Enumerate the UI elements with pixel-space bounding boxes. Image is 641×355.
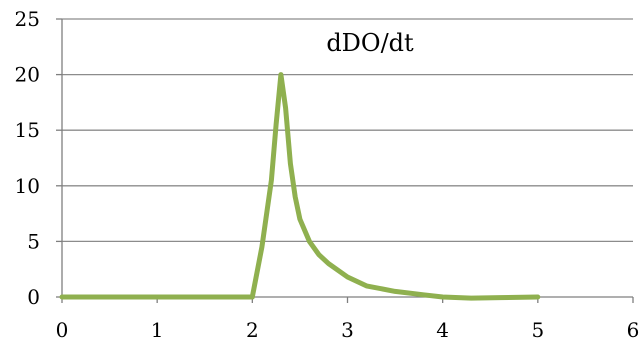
data-point-0-23 (497, 295, 502, 300)
data-point-0-21 (440, 295, 445, 300)
data-point-0-18 (364, 283, 369, 288)
axes (56, 18, 634, 303)
data-point-0-22 (469, 296, 474, 301)
series-layer (59, 72, 541, 301)
y-tick-label-10: 10 (15, 174, 40, 198)
data-point-0-6 (259, 245, 264, 250)
x-tick-label-5: 5 (531, 318, 544, 342)
data-point-0-13 (297, 217, 302, 222)
y-tick-label-15: 15 (15, 118, 40, 142)
data-point-0-9 (278, 72, 283, 77)
data-point-0-2 (155, 295, 160, 300)
x-tick-label-4: 4 (436, 318, 449, 342)
data-point-0-10 (283, 106, 288, 111)
data-point-0-12 (293, 194, 298, 199)
gridlines (62, 18, 633, 243)
x-tick-label-6: 6 (627, 318, 640, 342)
y-tick-label-20: 20 (15, 63, 40, 87)
data-point-0-17 (345, 275, 350, 280)
chart-title: dDO/dt (326, 29, 414, 57)
data-point-0-3 (202, 295, 207, 300)
data-point-0-15 (316, 252, 321, 257)
data-point-0-16 (326, 261, 331, 266)
y-tick-label-5: 5 (27, 229, 40, 253)
data-point-0-24 (535, 295, 540, 300)
y-tick-label-0: 0 (27, 285, 40, 309)
data-point-0-8 (274, 122, 279, 127)
data-point-0-20 (421, 292, 426, 297)
x-tick-label-0: 0 (56, 318, 69, 342)
data-point-0-1 (107, 295, 112, 300)
series-line-0 (59, 72, 541, 301)
data-point-0-19 (393, 289, 398, 294)
data-point-0-4 (240, 295, 245, 300)
tick-labels: 0 5 10 15 20 25 0 1 2 3 4 5 6 (15, 7, 640, 342)
x-tick-label-2: 2 (246, 318, 259, 342)
data-point-0-14 (307, 239, 312, 244)
data-point-0-5 (250, 295, 255, 300)
x-tick-label-1: 1 (151, 318, 164, 342)
data-point-0-11 (288, 161, 293, 166)
y-tick-label-25: 25 (15, 7, 40, 31)
data-point-0-7 (269, 178, 274, 183)
data-point-0-0 (60, 295, 65, 300)
x-tick-label-3: 3 (341, 318, 354, 342)
